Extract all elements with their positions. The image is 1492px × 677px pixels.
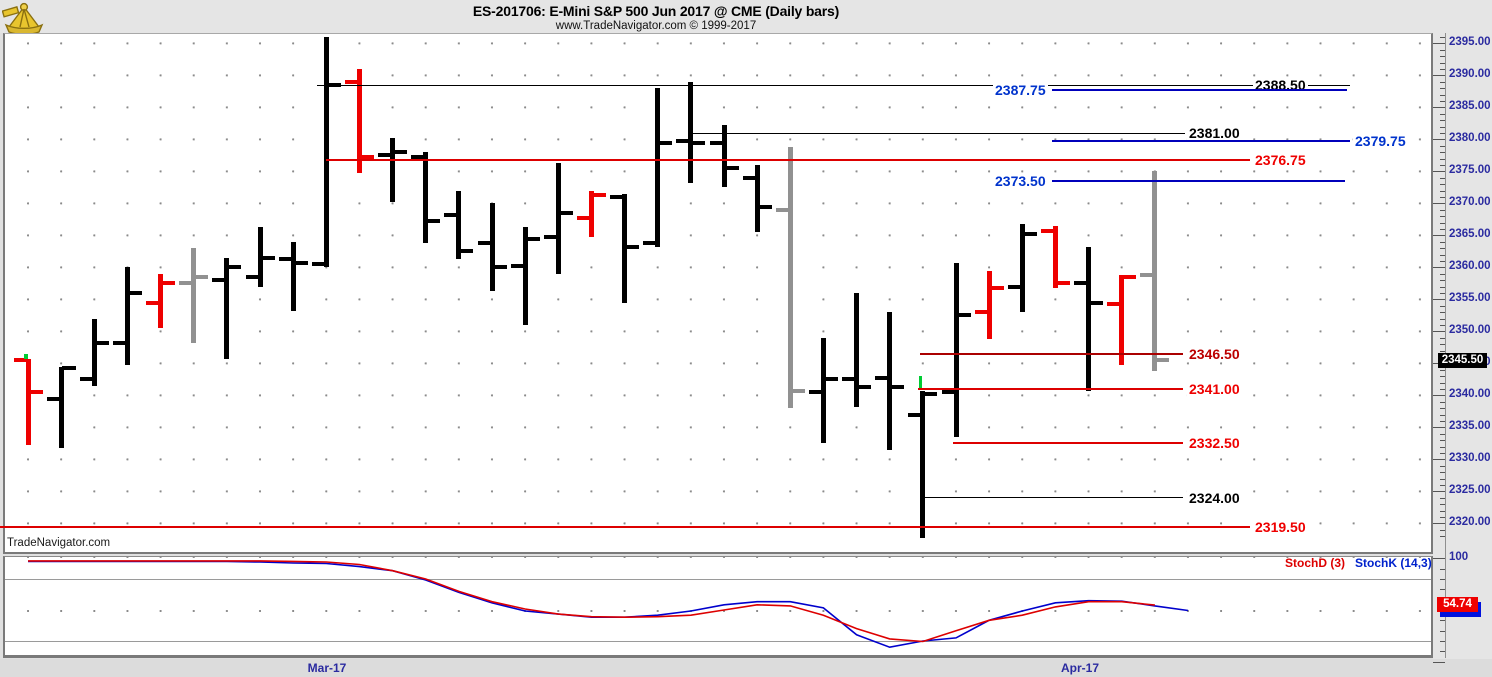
price-chart-surface[interactable]	[3, 33, 1433, 554]
stochastic-panel-surface[interactable]	[3, 556, 1433, 658]
stochd-legend-label: StochD (3)	[1285, 556, 1345, 570]
axis-groove-line	[1445, 33, 1446, 658]
stochastic-legend: StochD (3) StochK (14,3)	[1285, 556, 1432, 570]
stochk-legend-label: StochK (14,3)	[1355, 556, 1432, 570]
date-axis[interactable]	[0, 659, 1492, 677]
chart-subtitle: www.TradeNavigator.com © 1999-2017	[555, 20, 757, 32]
chart-title: ES-201706: E-Mini S&P 500 Jun 2017 @ CME…	[472, 3, 840, 19]
chart-header: ES-201706: E-Mini S&P 500 Jun 2017 @ CME…	[0, 0, 1492, 36]
price-axis[interactable]	[1433, 33, 1492, 659]
watermark-text: TradeNavigator.com	[7, 537, 111, 549]
